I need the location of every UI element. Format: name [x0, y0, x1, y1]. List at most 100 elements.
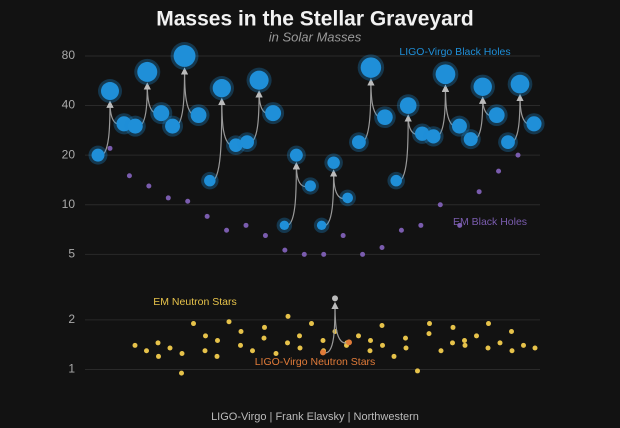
y-tick-label: 20 — [62, 147, 76, 161]
series-label: LIGO-Virgo Black Holes — [399, 46, 510, 58]
point — [153, 105, 170, 122]
point — [214, 353, 220, 359]
point — [521, 342, 526, 348]
series-label: LIGO-Virgo Neutron Stars — [255, 356, 376, 368]
point — [226, 319, 232, 325]
point — [156, 353, 161, 359]
point — [403, 335, 408, 341]
point — [415, 368, 420, 374]
point — [261, 335, 267, 341]
point — [435, 64, 456, 85]
point — [238, 329, 244, 335]
y-tick-label: 1 — [68, 362, 75, 376]
point — [165, 195, 171, 201]
point — [360, 251, 366, 257]
point — [127, 118, 143, 134]
point — [215, 337, 220, 343]
point — [496, 168, 502, 174]
point — [167, 345, 173, 351]
point — [473, 77, 492, 96]
point — [273, 351, 279, 357]
point — [451, 118, 467, 134]
point — [526, 116, 542, 132]
point — [204, 174, 216, 187]
point — [476, 189, 482, 195]
point — [91, 148, 105, 162]
y-tick-label: 80 — [62, 48, 76, 62]
point — [262, 233, 268, 239]
merger-arrow — [322, 301, 339, 354]
point — [450, 340, 455, 346]
point — [185, 198, 191, 204]
point — [368, 337, 373, 343]
y-tick-label: 10 — [62, 197, 76, 211]
point — [379, 245, 385, 251]
credit: LIGO-Virgo | Frank Elavsky | Northwester… — [211, 411, 419, 423]
point — [116, 116, 132, 132]
point — [321, 251, 327, 257]
merger-arrow — [284, 162, 300, 227]
point — [203, 333, 208, 339]
point — [391, 353, 397, 359]
merger-arrow — [395, 114, 412, 182]
point — [179, 351, 185, 357]
point — [438, 348, 444, 354]
point — [398, 227, 404, 233]
y-tick-label: 40 — [62, 98, 76, 112]
point — [262, 324, 267, 330]
point — [224, 227, 230, 233]
point — [279, 220, 290, 231]
point — [340, 233, 346, 239]
point — [418, 222, 424, 228]
point — [320, 349, 326, 356]
point — [191, 321, 196, 327]
series-label: EM Black Holes — [453, 216, 527, 228]
point — [390, 174, 402, 187]
point — [379, 322, 385, 328]
point — [179, 370, 184, 376]
point — [320, 337, 326, 343]
point — [155, 340, 161, 346]
point — [510, 74, 530, 94]
point — [265, 105, 282, 122]
y-tick-label: 2 — [68, 312, 75, 326]
point — [367, 348, 373, 354]
point — [238, 342, 243, 348]
point — [488, 107, 505, 124]
point — [399, 97, 417, 114]
point — [249, 70, 269, 90]
point — [240, 135, 254, 150]
point — [297, 333, 302, 339]
point — [297, 345, 303, 351]
point — [380, 342, 385, 348]
point — [137, 61, 158, 82]
point — [509, 329, 514, 335]
point — [190, 107, 207, 124]
point — [462, 337, 467, 343]
point — [229, 138, 243, 152]
point — [403, 345, 409, 351]
merger-arrow — [331, 301, 350, 344]
point — [427, 321, 432, 327]
point — [202, 348, 208, 354]
chart-title: Masses in the Stellar Graveyard — [156, 8, 474, 31]
point — [282, 247, 288, 253]
point — [463, 132, 478, 147]
point — [414, 126, 430, 141]
point — [486, 321, 491, 327]
point — [285, 313, 291, 319]
series-label: EM Neutron Stars — [153, 296, 236, 308]
point — [332, 295, 338, 302]
point — [426, 129, 441, 144]
point — [501, 135, 515, 150]
point — [360, 57, 382, 78]
point — [173, 45, 196, 67]
point — [437, 202, 443, 208]
point — [212, 79, 231, 98]
point — [101, 82, 119, 101]
point — [532, 345, 538, 351]
point — [497, 340, 503, 346]
point — [132, 342, 138, 348]
point — [462, 342, 468, 348]
